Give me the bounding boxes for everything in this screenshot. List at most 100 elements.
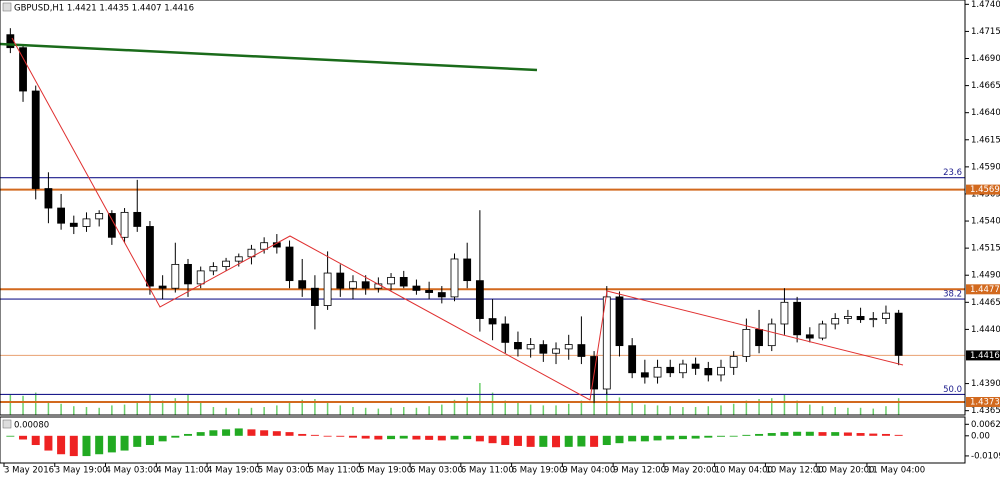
candle-body	[679, 363, 687, 374]
indicator-bar	[602, 435, 611, 446]
indicator-bar	[704, 435, 713, 438]
indicator-bar	[82, 435, 91, 457]
last-price-tag	[966, 350, 1000, 361]
indicator-bar	[95, 435, 104, 455]
indicator-bar	[653, 435, 662, 441]
candle-body	[311, 287, 319, 306]
candle-body	[882, 312, 890, 319]
candle-body	[425, 289, 434, 293]
indicator-bar	[57, 435, 66, 455]
indicator-bar	[755, 433, 764, 436]
indicator-bar	[399, 435, 408, 439]
candle-body	[209, 266, 218, 272]
indicator-bar	[120, 435, 129, 451]
indicator-bar	[716, 435, 725, 437]
candle-body	[488, 318, 497, 325]
candle-body	[805, 334, 814, 339]
candle-body	[704, 368, 713, 376]
level-tag-label: 1.4569	[970, 185, 1000, 195]
candle-body	[298, 280, 307, 289]
x-tick-label: 5 May 03:00	[258, 466, 311, 476]
indicator-bar	[729, 435, 738, 437]
trend-line	[0, 42, 538, 72]
candle-body	[107, 213, 116, 238]
candle-body	[564, 344, 573, 350]
indicator-bar	[374, 435, 383, 440]
indicator-bar	[881, 433, 890, 436]
candle-body	[133, 211, 142, 227]
indicator-bar	[793, 431, 802, 436]
candle-body	[577, 344, 586, 357]
indicator-bar	[247, 429, 256, 436]
y-tick-label: 1.4515	[971, 244, 1000, 254]
indicator-bar	[767, 433, 776, 436]
candle-body	[628, 345, 637, 374]
candle-body	[691, 363, 700, 369]
indicator-bar	[666, 435, 675, 440]
indicator-bar	[526, 435, 535, 447]
candle-body	[146, 226, 154, 287]
candle-body	[780, 301, 789, 325]
indicator-bar	[222, 429, 231, 436]
candle-body	[869, 318, 878, 321]
chart-title: GBPUSD,H1 1.4421 1.4435 1.4407 1.4416	[14, 4, 194, 14]
candle-body	[818, 323, 827, 339]
indicator-bar	[184, 433, 193, 436]
indicator-bar	[44, 435, 53, 451]
candle-body	[158, 285, 167, 289]
y-tick-label: 1.4740	[971, 0, 1000, 10]
indicator-bar	[387, 435, 396, 440]
candle-body	[120, 211, 129, 238]
candle-body	[501, 323, 510, 343]
x-tick-label: 10 May 04:00	[715, 466, 773, 476]
x-tick-label: 3 May 19:00	[55, 466, 108, 476]
indicator-bar	[450, 435, 459, 440]
candle-body	[260, 242, 269, 250]
candle-body	[539, 344, 548, 354]
candle-body	[475, 280, 484, 319]
level-tag-label: 1.4477	[970, 285, 1000, 295]
y-tick-label: 1.4465	[971, 298, 1000, 308]
indicator-bar	[894, 434, 903, 436]
candle-body	[526, 344, 535, 350]
candle-body	[222, 260, 230, 267]
candle-body	[894, 312, 903, 356]
indicator-bar	[234, 428, 243, 436]
candle-body	[234, 256, 243, 262]
candle-body	[285, 246, 294, 282]
candle-body	[856, 315, 865, 321]
candle-body	[57, 207, 66, 224]
icon	[2, 419, 12, 429]
candle-body	[412, 285, 421, 291]
indicator-bar	[590, 435, 599, 447]
indicator-bar	[513, 435, 522, 446]
axes: 1.4740 1.4715 1.4690 1.4665 1.4640 1.4615 1.45…	[3, 0, 1000, 476]
indicator-tick-label: 0.00624	[971, 420, 1000, 430]
x-tick-label: 9 May 20:00	[664, 466, 717, 476]
level-tag	[966, 284, 1000, 295]
candle-body	[653, 366, 662, 378]
indicator-bar	[361, 435, 370, 439]
indicator-bar	[501, 435, 510, 446]
y-tick-label: 1.4490	[971, 271, 1000, 281]
indicator-pane	[6, 428, 903, 457]
candle-body	[767, 323, 776, 347]
candle-body	[171, 263, 180, 289]
indicator-bar	[348, 435, 357, 438]
y-tick-label: 1.4615	[971, 135, 1000, 145]
indicator-bar	[133, 435, 142, 447]
indicator-bar	[615, 435, 624, 444]
level-label: 23.6	[943, 168, 962, 178]
candle-body	[615, 296, 624, 347]
x-tick-label: 6 May 03:00	[410, 466, 463, 476]
level-tag-label: 1.4373	[970, 397, 1000, 407]
candle-body	[69, 222, 78, 227]
indicator-bar	[475, 435, 484, 442]
indicator-tick-label: -0.01091	[971, 451, 1000, 461]
indicator-bar	[577, 435, 586, 447]
x-tick-label: 10 May 12:00	[765, 466, 823, 476]
candle-body	[755, 328, 763, 347]
indicator-bar	[805, 431, 814, 436]
